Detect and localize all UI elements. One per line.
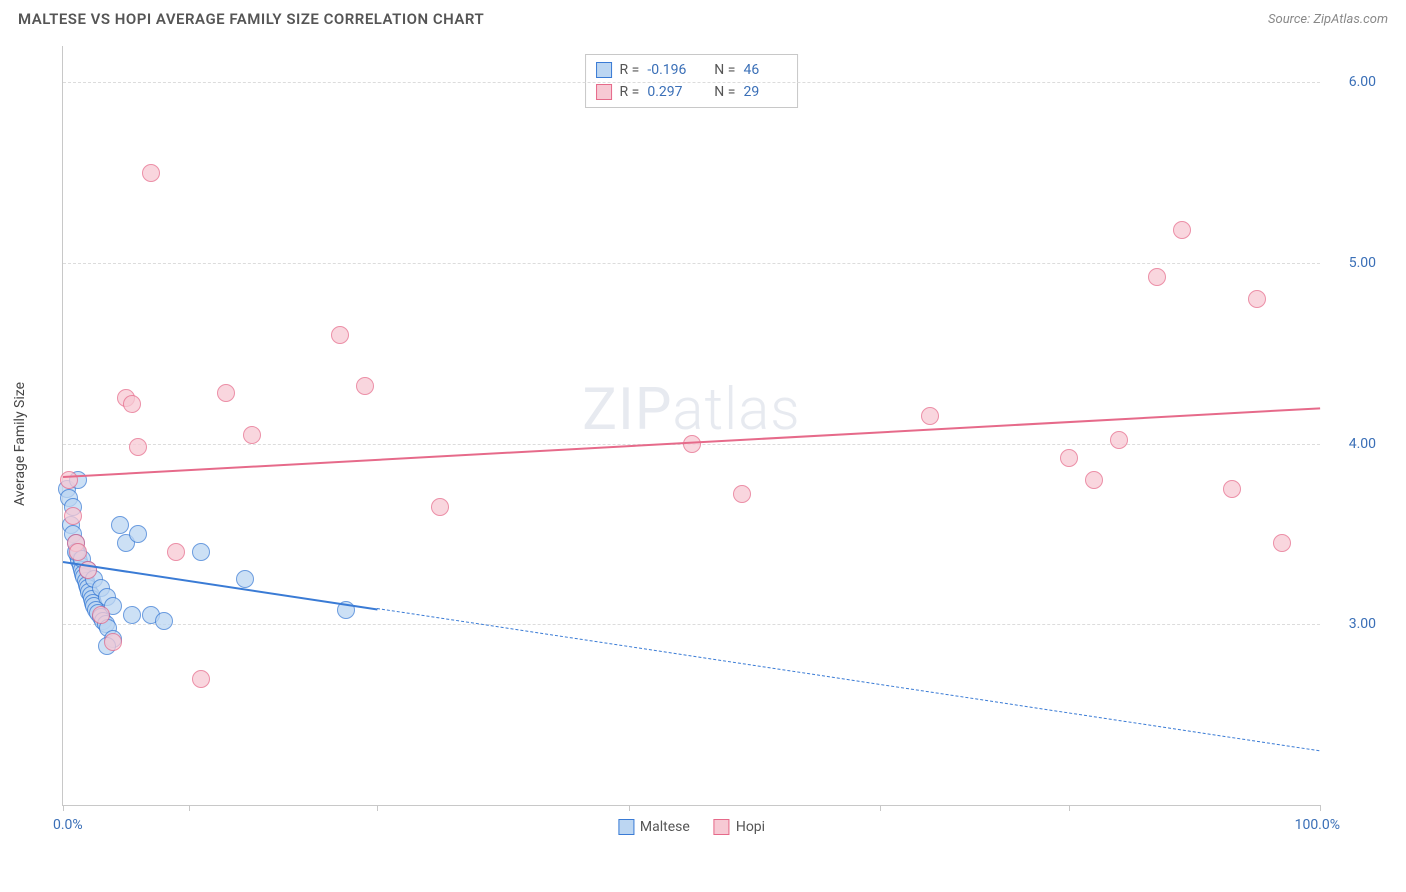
scatter-point <box>192 543 210 561</box>
scatter-point <box>142 164 160 182</box>
x-tick-mark <box>377 805 378 811</box>
scatter-point <box>331 326 349 344</box>
series-swatch <box>714 819 730 835</box>
chart-container: Average Family Size ZIPatlas R = -0.196 … <box>18 34 1388 854</box>
scatter-point <box>921 407 939 425</box>
scatter-point <box>431 498 449 516</box>
stats-legend: R = -0.196 N = 46R = 0.297 N = 29 <box>585 54 799 108</box>
scatter-point <box>217 384 235 402</box>
series-swatch <box>596 62 612 78</box>
stats-row: R = 0.297 N = 29 <box>596 81 788 103</box>
y-axis-label: Average Family Size <box>12 382 28 506</box>
trend-line <box>377 608 1320 751</box>
scatter-point <box>129 438 147 456</box>
x-axis-max-label: 100.0% <box>1295 817 1340 833</box>
y-tick-label: 3.00 <box>1328 616 1376 632</box>
series-legend: Maltese Hopi <box>618 819 765 835</box>
x-tick-mark <box>1320 805 1321 811</box>
gridline <box>63 624 1320 625</box>
scatter-point <box>1060 449 1078 467</box>
scatter-point <box>1085 471 1103 489</box>
scatter-point <box>123 395 141 413</box>
scatter-point <box>733 485 751 503</box>
gridline <box>63 263 1320 264</box>
scatter-point <box>243 426 261 444</box>
x-tick-mark <box>629 805 630 811</box>
legend-item: Maltese <box>618 819 690 835</box>
scatter-point <box>155 612 173 630</box>
x-tick-mark <box>1069 805 1070 811</box>
gridline <box>63 82 1320 83</box>
x-tick-mark <box>880 805 881 811</box>
y-tick-label: 5.00 <box>1328 255 1376 271</box>
x-axis-min-label: 0.0% <box>53 817 83 833</box>
scatter-point <box>192 670 210 688</box>
scatter-point <box>1223 480 1241 498</box>
source-credit: Source: ZipAtlas.com <box>1268 12 1388 27</box>
scatter-point <box>1110 431 1128 449</box>
scatter-point <box>104 633 122 651</box>
scatter-point <box>1248 290 1266 308</box>
series-swatch <box>618 819 634 835</box>
y-tick-label: 4.00 <box>1328 436 1376 452</box>
chart-title: MALTESE VS HOPI AVERAGE FAMILY SIZE CORR… <box>18 10 484 28</box>
scatter-point <box>356 377 374 395</box>
scatter-point <box>92 606 110 624</box>
scatter-point <box>236 570 254 588</box>
stats-row: R = -0.196 N = 46 <box>596 59 788 81</box>
scatter-point <box>1273 534 1291 552</box>
series-swatch <box>596 84 612 100</box>
scatter-point <box>123 606 141 624</box>
scatter-point <box>1148 268 1166 286</box>
scatter-point <box>167 543 185 561</box>
scatter-point <box>129 525 147 543</box>
scatter-point <box>64 507 82 525</box>
legend-item: Hopi <box>714 819 765 835</box>
scatter-point <box>69 543 87 561</box>
scatter-point <box>111 516 129 534</box>
x-tick-mark <box>189 805 190 811</box>
y-tick-label: 6.00 <box>1328 74 1376 90</box>
scatter-point <box>1173 221 1191 239</box>
scatter-point <box>60 471 78 489</box>
x-tick-mark <box>63 805 64 811</box>
plot-area: ZIPatlas R = -0.196 N = 46R = 0.297 N = … <box>62 46 1320 806</box>
